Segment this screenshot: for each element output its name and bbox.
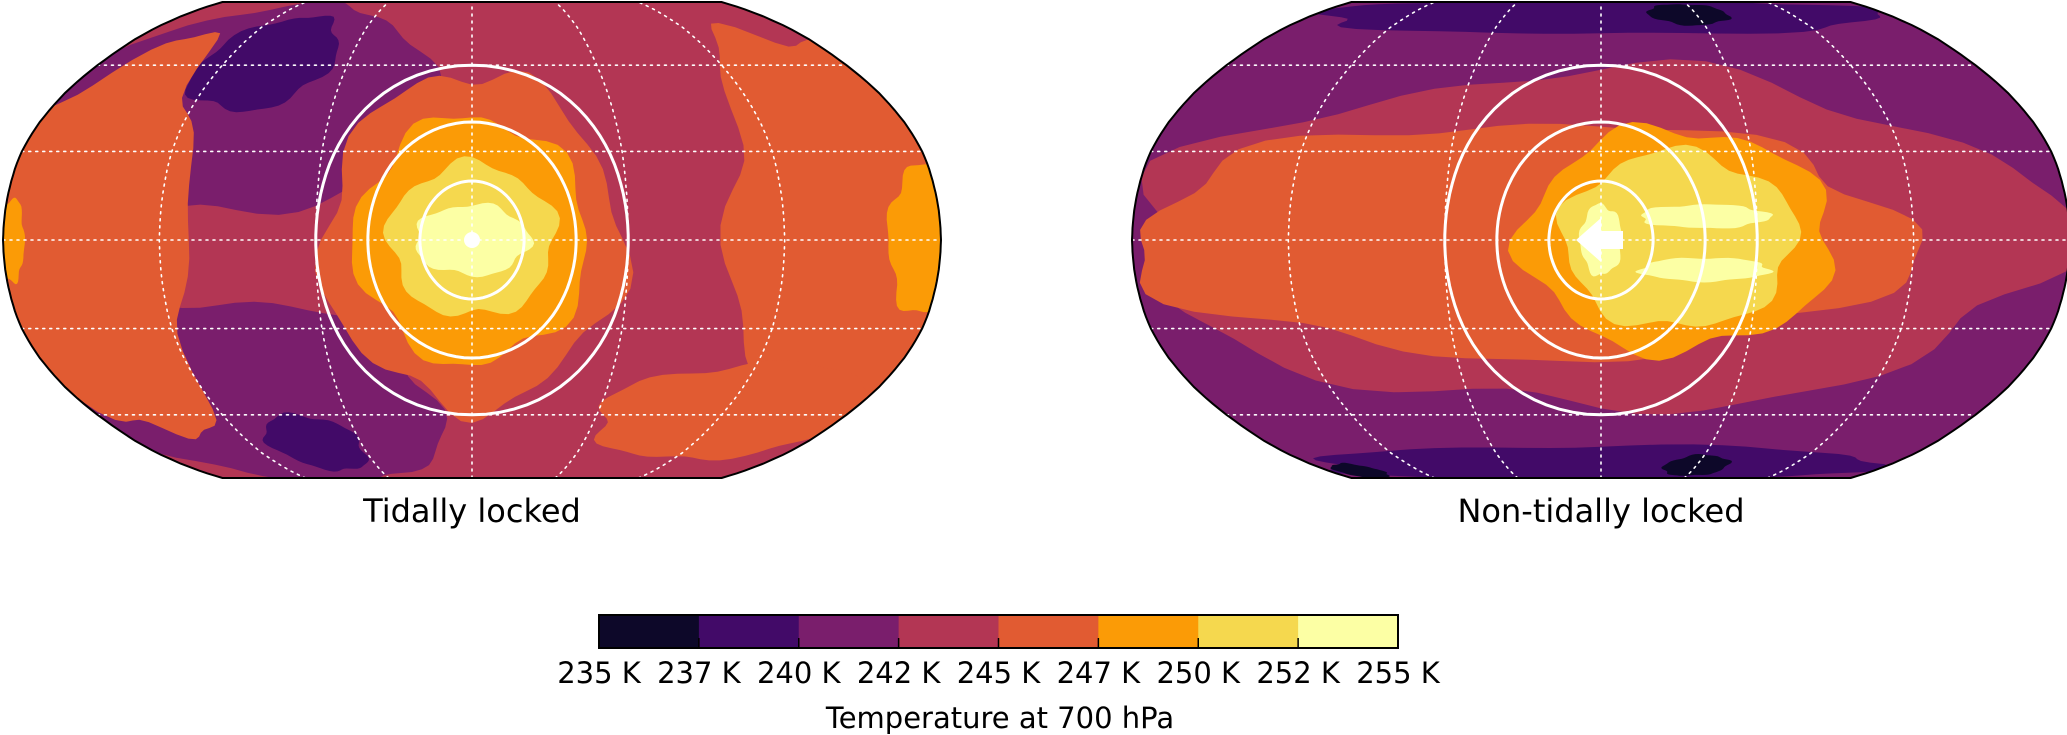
map-panel-non-tidally-locked: Non-tidally locked [1130,0,2067,530]
colorbar-tick-label: 247 K [1057,656,1142,690]
longitude-gridline [1443,1,1519,479]
temperature-region [1641,204,1773,229]
colorbar-bin [1198,615,1299,648]
substellar-contour [1495,120,1707,360]
colorbar-bin [998,615,1099,648]
temperature-region [3,32,221,440]
substellar-contour [1443,63,1759,417]
colorbar-bin [798,615,900,648]
longitude-gridline [158,1,307,479]
colorbar-tick-label: 242 K [857,656,942,690]
colorbar-tick-label: 250 K [1156,656,1241,690]
temperature-region [1646,4,1732,26]
colorbar-bin [898,615,999,648]
substellar-contour [1547,179,1655,301]
temperature-region [1330,462,1390,478]
longitude-gridline [1287,1,1436,479]
longitude-gridline [554,1,630,479]
panel-label-non-tidally-locked: Non-tidally locked [1457,492,1744,530]
colorbar-bin [698,615,800,648]
temperature-region [1555,144,1802,327]
substellar-contour [366,120,578,360]
temperature-region [1318,2,1881,34]
map-outline [1,0,943,479]
substellar-contour [314,63,630,417]
temperature-region [886,164,941,313]
temperature-region [185,15,339,113]
temperature-region [593,360,871,461]
colorbar-bin [599,615,700,648]
colorbar-tick-label: 245 K [957,656,1042,690]
substellar-point-marker [464,232,480,248]
colorbar-tick-label: 252 K [1256,656,1341,690]
substellar-contour [418,179,526,301]
map-outline [1130,0,2067,479]
colorbar-label: Temperature at 700 hPa [825,701,1174,735]
colorbar-bin [1098,615,1199,648]
colorbar-tick-label: 255 K [1356,656,1441,690]
temperature-region [1661,454,1732,476]
temperature-region [262,412,369,472]
rotation-direction-arrow-icon [1576,218,1623,262]
temperature-region [1313,444,1888,478]
colorbar-tick-label: 237 K [657,656,742,690]
longitude-gridline [314,1,390,479]
panel-label-tidally-locked: Tidally locked [362,492,581,530]
colorbar: 235 K 237 K 240 K 242 K 245 K 247 K 250 K 252 K… [557,614,1441,735]
temperature-region [1635,257,1774,283]
map-panel-tidally-locked: Tidally locked [1,0,943,530]
colorbar-tick-label: 235 K [557,656,642,690]
temperature-region [3,197,25,285]
longitude-gridline [1683,1,1759,479]
colorbar-bin [1298,615,1399,648]
colorbar-tick-label: 240 K [757,656,842,690]
longitude-gridline [637,1,786,479]
longitude-gridline [1766,1,1915,479]
